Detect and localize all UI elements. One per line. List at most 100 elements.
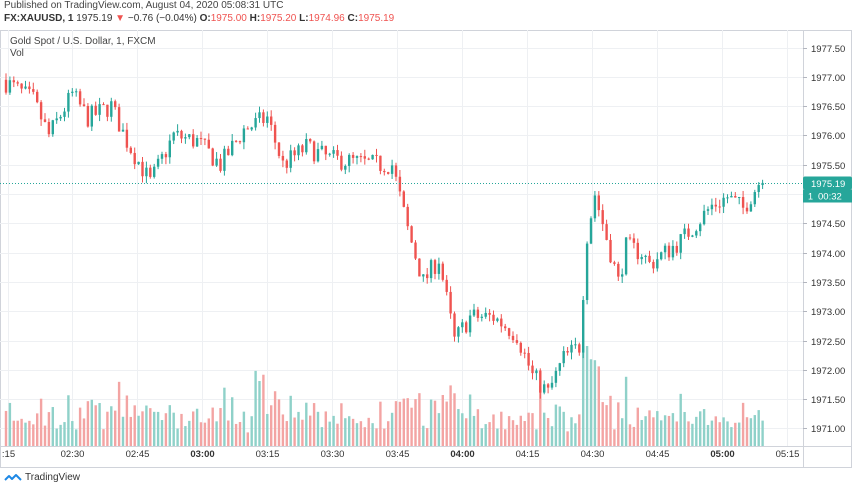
- volume-bar: [336, 423, 339, 446]
- volume-bar: [219, 408, 222, 446]
- candle-body: [578, 344, 581, 353]
- candle-body: [43, 119, 47, 122]
- candle-body: [628, 237, 632, 239]
- volume-bar: [301, 419, 304, 446]
- volume-bar: [277, 399, 281, 446]
- candle-body: [332, 150, 335, 154]
- volume-bar: [461, 413, 464, 446]
- volume-bar: [726, 421, 729, 446]
- candle-body: [394, 165, 398, 177]
- volume-bar: [164, 413, 168, 446]
- price-axis[interactable]: 1977.50 1977.00 1976.50 1976.00 1975.50 1975.…: [803, 30, 845, 468]
- candlesticks: [4, 73, 764, 399]
- low-label: L:: [299, 13, 309, 24]
- candle-body: [254, 118, 257, 128]
- price-tick-label: 1974.00: [811, 249, 845, 260]
- volume-bar: [102, 429, 105, 446]
- volume-bar: [418, 393, 421, 446]
- volume-bar: [238, 422, 242, 446]
- candle-body: [468, 315, 472, 333]
- price-chart[interactable]: 1977.50 1977.00 1976.50 1976.00 1975.50 1975.…: [0, 30, 852, 468]
- candle-body: [644, 255, 647, 258]
- volume-bar: [492, 414, 495, 446]
- time-tick-label: 03:30: [321, 449, 345, 460]
- volume-bar: [543, 412, 546, 446]
- high-label: H:: [249, 13, 261, 24]
- candle-body: [242, 128, 246, 143]
- volume-bar: [160, 420, 164, 446]
- volume-bar: [270, 405, 273, 446]
- candle-body: [706, 209, 710, 211]
- candle-body: [340, 155, 343, 170]
- volume-bar: [246, 432, 249, 446]
- candle-body: [172, 132, 175, 141]
- candle-body: [558, 363, 561, 371]
- volume-bar: [281, 414, 285, 446]
- volume-bar: [761, 420, 764, 446]
- volume-bar: [484, 424, 487, 446]
- time-axis[interactable]: :15 02:30 02:45 03:00 03:15 03:30 03:45 04:00 04…: [0, 446, 852, 461]
- volume-bar: [465, 418, 468, 446]
- volume-bar: [570, 417, 573, 446]
- volume-bar: [266, 413, 269, 446]
- open-value: 1975.00: [210, 13, 247, 24]
- candle-body: [500, 318, 503, 327]
- candle-body: [550, 382, 554, 388]
- volume-bar: [43, 425, 47, 446]
- candle-body: [98, 104, 101, 115]
- candle-body: [601, 210, 604, 225]
- countdown-prefix: 1: [808, 192, 813, 202]
- volume-bar: [667, 415, 671, 446]
- change-down-arrow-icon: ▼: [115, 13, 126, 24]
- candle-body: [757, 185, 760, 193]
- candle-body: [624, 237, 628, 275]
- candle-body: [741, 197, 745, 208]
- volume-bar: [722, 417, 725, 446]
- last-price-badge: 1975.19 1 00:32: [0, 176, 852, 203]
- volume-bar: [523, 421, 526, 446]
- volume-bar: [496, 428, 499, 446]
- volume-bar: [558, 406, 561, 446]
- candle-body: [515, 340, 519, 343]
- volume-bar: [406, 398, 409, 446]
- candle-body: [398, 176, 402, 192]
- chart-area[interactable]: 1977.50 1977.00 1976.50 1976.00 1975.50 1975.…: [0, 30, 852, 468]
- volume-bar: [472, 415, 476, 446]
- candle-body: [613, 262, 616, 264]
- volume-bar: [106, 411, 109, 446]
- candle-body: [589, 218, 593, 244]
- volume-bar: [211, 407, 214, 446]
- time-tick-label: 03:45: [386, 449, 410, 460]
- volume-bar: [262, 374, 265, 446]
- volume-bar: [621, 418, 624, 446]
- volume-bar: [114, 410, 117, 446]
- candle-body: [453, 313, 456, 337]
- volume-label: Vol: [10, 48, 24, 59]
- volume-bar: [28, 420, 31, 446]
- footer-brand[interactable]: TradingView: [4, 470, 80, 485]
- time-tick-label: 02:30: [61, 449, 85, 460]
- last-price: 1975.19: [76, 13, 113, 24]
- candle-body: [449, 291, 452, 314]
- volume-bar: [597, 366, 600, 446]
- volume-bar: [363, 427, 366, 446]
- volume-bar: [390, 412, 394, 446]
- candle-body: [71, 91, 74, 93]
- volume-bar: [632, 426, 636, 446]
- volume-bar: [691, 423, 694, 446]
- open-label: O:: [199, 13, 211, 24]
- candle-body: [687, 228, 690, 237]
- volume-bar: [289, 395, 292, 446]
- volume-bar: [539, 385, 542, 446]
- volume-bar: [156, 411, 160, 446]
- price-tick-label: 1971.50: [811, 395, 845, 406]
- candle-body: [488, 312, 491, 315]
- volume-bar: [636, 407, 639, 446]
- candle-body: [546, 384, 550, 388]
- volume-bar: [734, 422, 737, 446]
- volume-bar: [203, 422, 207, 446]
- volume-bar: [285, 421, 288, 446]
- volume-bar: [699, 411, 702, 446]
- volume-bar: [426, 428, 429, 446]
- volume-bar: [305, 402, 308, 446]
